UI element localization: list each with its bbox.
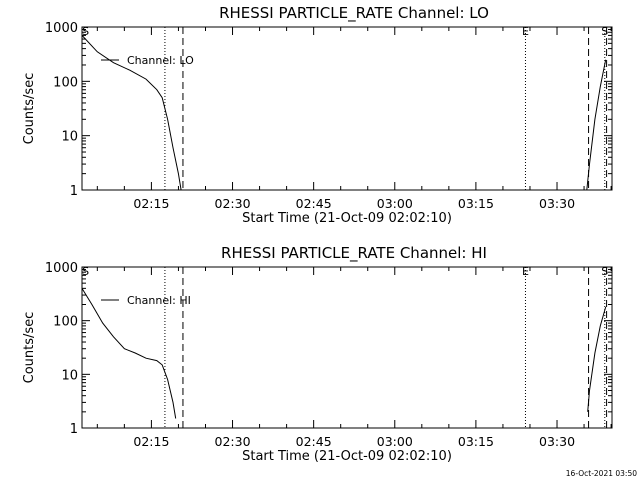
x-tick-label: 03:15 bbox=[458, 196, 494, 211]
event-marker-label: E bbox=[522, 265, 529, 278]
series-line bbox=[81, 288, 177, 419]
event-marker-label: E bbox=[522, 25, 529, 38]
y-tick-label: 1 bbox=[70, 422, 78, 437]
event-marker-label: S bbox=[82, 25, 89, 38]
y-tick-label: 1000 bbox=[45, 261, 78, 276]
y-tick-label: 1000 bbox=[45, 21, 78, 36]
x-axis-label: Start Time (21-Oct-09 02:02:10) bbox=[242, 211, 452, 226]
series-line bbox=[586, 59, 607, 191]
series-line bbox=[81, 35, 182, 191]
legend-label: Channel: HI bbox=[127, 294, 191, 307]
plot-frame bbox=[81, 266, 613, 429]
x-tick-label: 03:30 bbox=[539, 434, 575, 449]
y-tick-label: 10 bbox=[61, 368, 78, 383]
y-tick-label: 100 bbox=[53, 315, 78, 330]
chart-panel-2: RHESSI PARTICLE_RATE Channel: HI 02:15 02:… bbox=[22, 244, 613, 464]
x-tick-label: 03:15 bbox=[458, 434, 494, 449]
event-marker-label: S bbox=[601, 265, 608, 278]
footer-timestamp: 16-Oct-2021 03:50 bbox=[566, 469, 637, 478]
x-tick-label: 02:45 bbox=[296, 196, 332, 211]
chart-title: RHESSI PARTICLE_RATE Channel: LO bbox=[219, 4, 489, 23]
chart-panel-1: RHESSI PARTICLE_RATE Channel: LO 02:15 02:… bbox=[22, 4, 613, 226]
x-tick-label: 02:30 bbox=[215, 434, 251, 449]
y-tick-label: 1 bbox=[70, 184, 78, 199]
event-marker-label: S bbox=[601, 25, 608, 38]
y-axis-label: Counts/sec bbox=[22, 312, 37, 384]
legend-label: Channel: LO bbox=[127, 54, 194, 67]
x-tick-label: 02:30 bbox=[215, 196, 251, 211]
x-tick-label: 02:15 bbox=[133, 196, 169, 211]
plot-frame bbox=[81, 26, 613, 191]
event-marker-label: S bbox=[82, 265, 89, 278]
x-tick-label: 03:00 bbox=[377, 434, 413, 449]
series-line bbox=[587, 306, 607, 412]
y-axis-label: Counts/sec bbox=[22, 73, 37, 145]
y-tick-label: 100 bbox=[53, 75, 78, 90]
x-tick-label: 03:00 bbox=[377, 196, 413, 211]
x-tick-label: 02:45 bbox=[296, 434, 332, 449]
y-tick-label: 10 bbox=[61, 130, 78, 145]
x-axis-label: Start Time (21-Oct-09 02:02:10) bbox=[242, 449, 452, 464]
chart-title: RHESSI PARTICLE_RATE Channel: HI bbox=[221, 244, 487, 263]
x-tick-label: 02:15 bbox=[133, 434, 169, 449]
x-tick-label: 03:30 bbox=[539, 196, 575, 211]
